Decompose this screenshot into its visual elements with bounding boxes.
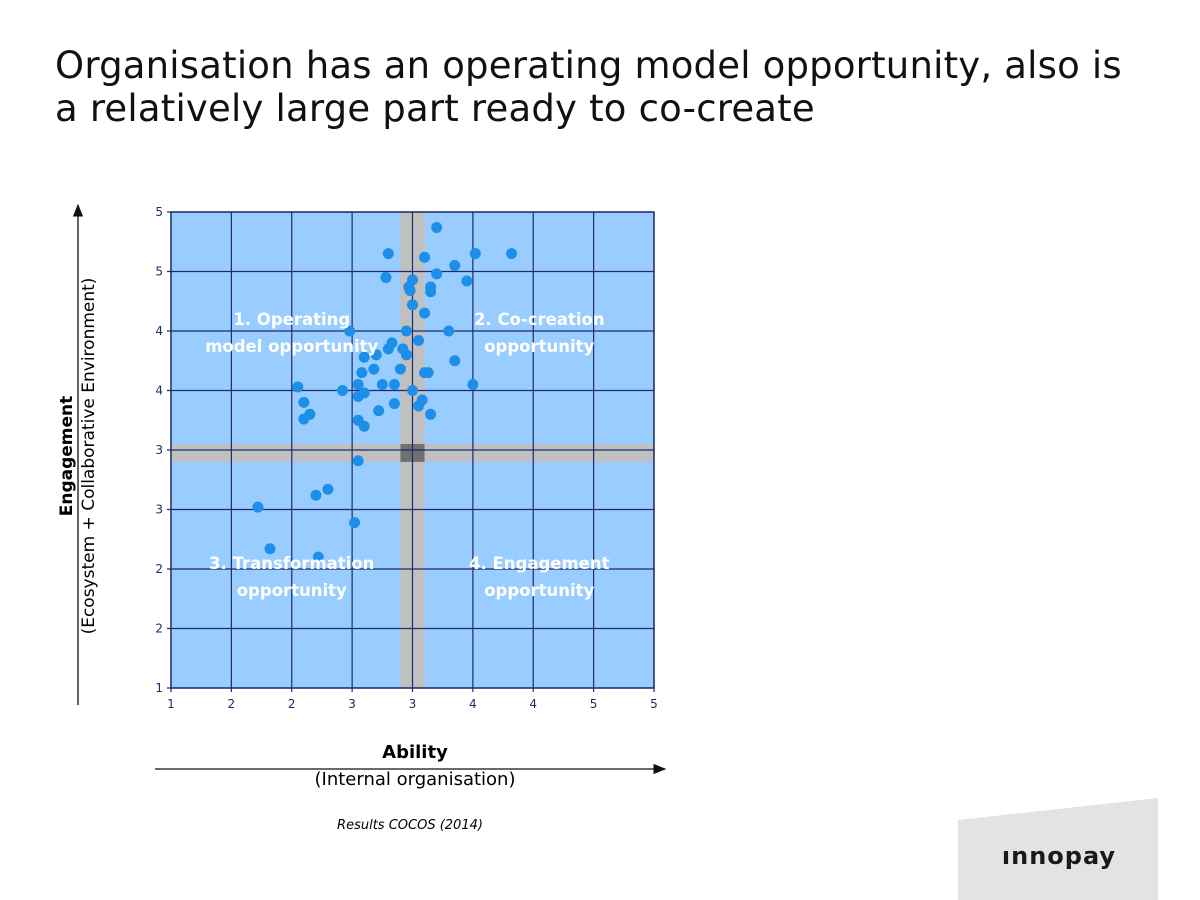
data-point [413, 400, 425, 412]
data-point [422, 367, 434, 379]
x-tick-label: 5 [650, 697, 658, 711]
data-point [419, 307, 431, 319]
data-point [358, 351, 370, 363]
data-point [252, 501, 264, 513]
data-point [413, 335, 425, 347]
data-point [461, 275, 473, 287]
data-point [388, 398, 400, 410]
data-point [388, 379, 400, 391]
data-point [467, 379, 479, 391]
plot-border [170, 211, 655, 689]
quadrant-label: 4. Engagement opportunity [469, 554, 610, 600]
data-point [449, 260, 461, 272]
x-tick-label: 4 [529, 697, 537, 711]
data-point [356, 367, 368, 379]
y-tick-label: 5 [155, 205, 163, 219]
data-point [310, 489, 322, 501]
data-point [298, 413, 310, 425]
data-point [431, 221, 443, 233]
x-tick-label: 5 [590, 697, 598, 711]
logo-background-shape [958, 798, 1158, 900]
data-point [376, 379, 388, 391]
x-axis-subtitle: (Internal organisation) [314, 769, 516, 790]
data-point [425, 286, 437, 298]
y-axis-title: Engagement [57, 395, 77, 517]
x-tick-label: 4 [469, 697, 477, 711]
data-point [344, 325, 356, 337]
y-tick-label: 3 [155, 503, 163, 517]
innopay-logo: ınnopay [958, 798, 1158, 900]
data-point [407, 299, 418, 311]
slide-title: Organisation has an operating model oppo… [55, 44, 1165, 130]
data-point [400, 325, 412, 337]
x-tick-label: 3 [409, 697, 417, 711]
data-point [358, 420, 370, 432]
x-axis-title: Ability [382, 742, 448, 763]
data-point [431, 268, 443, 280]
y-tick-label: 2 [155, 622, 163, 636]
y-tick-label: 5 [155, 265, 163, 279]
data-point [380, 271, 392, 283]
data-point [373, 405, 385, 417]
data-point [336, 385, 348, 396]
x-tick-label: 1 [167, 697, 175, 711]
y-tick-label: 2 [155, 562, 163, 576]
y-tick-label: 4 [155, 324, 163, 338]
x-tick-label: 2 [288, 697, 296, 711]
data-point [394, 363, 406, 375]
data-point [292, 381, 304, 393]
x-tick-label: 2 [228, 697, 236, 711]
quadrant-label: 3. Transformation opportunity [209, 554, 374, 600]
source-note: Results COCOS (2014) [337, 818, 483, 833]
data-point [400, 349, 412, 361]
data-point [449, 355, 461, 367]
data-point [419, 251, 431, 263]
quadrant-label: 1. Operating model opportunity [205, 310, 378, 356]
data-point [352, 379, 364, 391]
data-point [370, 349, 382, 361]
data-point [506, 248, 518, 260]
data-point [368, 363, 380, 375]
data-point [298, 396, 310, 408]
data-point [352, 455, 364, 467]
data-point [349, 517, 361, 529]
data-point [264, 543, 276, 555]
logo-wordmark: ınnopay [1001, 842, 1117, 870]
data-point [407, 385, 418, 396]
slide-title-line-1: Organisation has an operating model oppo… [55, 44, 1122, 87]
data-point [382, 343, 394, 355]
data-point [443, 325, 455, 337]
data-point [352, 390, 364, 402]
data-point [469, 248, 481, 260]
slide-title-line-2: a relatively large part ready to co-crea… [55, 87, 815, 130]
y-tick-label: 4 [155, 384, 163, 398]
y-tick-label: 3 [155, 443, 163, 457]
data-point [322, 483, 334, 495]
data-point [404, 285, 416, 297]
data-point [312, 551, 324, 563]
y-tick-label: 1 [155, 681, 163, 695]
quadrant-label: 2. Co-creation opportunity [474, 310, 605, 356]
y-axis-subtitle: (Ecosystem + Collaborative Environment) [79, 277, 99, 635]
x-tick-label: 3 [348, 697, 356, 711]
data-point [382, 248, 394, 260]
data-point [425, 408, 437, 420]
